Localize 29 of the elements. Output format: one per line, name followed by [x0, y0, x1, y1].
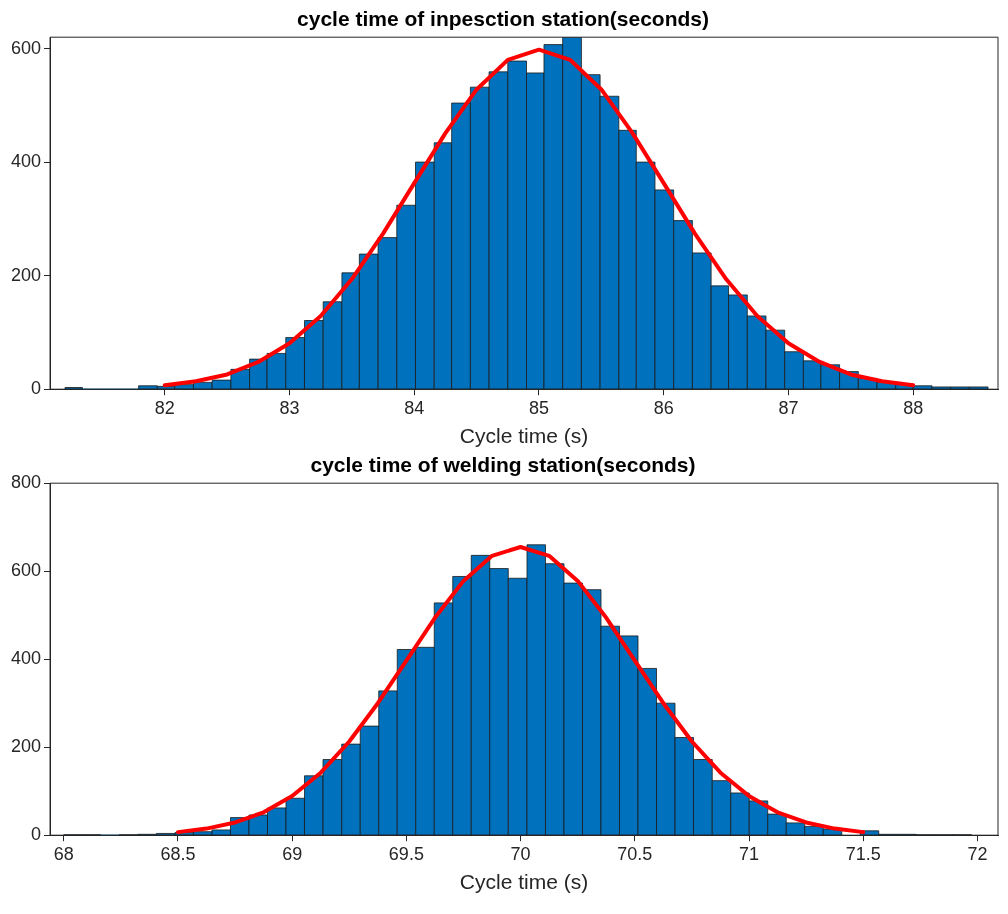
y-tick-label: 800	[10, 472, 42, 493]
y-tick-label: 0	[31, 378, 42, 399]
x-tick-label: 72	[967, 843, 988, 864]
y-tick-label: 600	[10, 560, 42, 581]
x-tick-label: 68	[53, 843, 74, 864]
y-tick-label: 600	[10, 37, 42, 58]
y-tick-label: 400	[10, 648, 42, 669]
y-tick-label: 400	[10, 151, 42, 172]
y-tick-label: 200	[10, 264, 42, 285]
x-tick-label: 70	[510, 843, 531, 864]
x-tick-label: 69.5	[388, 843, 424, 864]
y-tick-label: 200	[10, 736, 42, 757]
x-tick-label: 85	[528, 397, 549, 418]
chart-title: cycle time of welding station(seconds)	[310, 453, 696, 477]
x-tick-label: 83	[279, 397, 300, 418]
x-tick-label: 71.5	[845, 843, 881, 864]
x-tick-label: 87	[778, 397, 799, 418]
x-tick-label: 71	[739, 843, 760, 864]
x-axis-title: Cycle time (s)	[459, 870, 589, 894]
x-tick-label: 68.5	[160, 843, 196, 864]
x-tick-label: 82	[154, 397, 175, 418]
chart-title: cycle time of inpesction station(seconds)	[297, 7, 709, 31]
x-tick-label: 70.5	[617, 843, 653, 864]
x-tick-label: 69	[282, 843, 303, 864]
x-tick-label: 86	[653, 397, 674, 418]
y-tick-label: 0	[31, 824, 42, 845]
x-tick-label: 88	[903, 397, 924, 418]
x-tick-label: 84	[404, 397, 425, 418]
x-axis-title: Cycle time (s)	[459, 424, 589, 448]
